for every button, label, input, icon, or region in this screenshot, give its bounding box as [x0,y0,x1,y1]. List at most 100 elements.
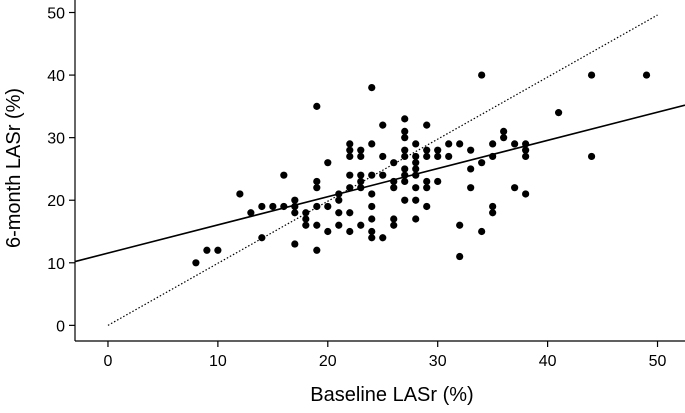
data-point [434,177,442,186]
data-point [368,202,376,211]
data-point [357,171,365,179]
y-tick-label: 20 [47,193,65,210]
data-point [313,202,321,211]
data-point [423,146,431,154]
data-point [313,246,321,254]
data-point [335,190,343,198]
data-point [258,202,266,211]
data-point [357,146,365,154]
data-point [368,140,376,148]
data-point [456,221,464,229]
data-point [401,134,409,142]
data-point [522,140,530,148]
x-tick-label: 40 [539,353,557,370]
x-tick-label: 10 [209,353,227,370]
data-point [500,127,508,135]
data-point [302,215,310,223]
data-point [379,152,387,161]
data-point [192,259,200,267]
x-tick-label: 0 [104,353,113,370]
data-point [642,71,651,79]
data-point [379,171,387,179]
data-point [280,171,288,179]
data-point [412,140,420,148]
plot-area [74,14,685,326]
x-tick-label: 50 [649,353,667,370]
data-point [291,196,299,204]
y-tick-label: 30 [47,131,65,148]
data-point [456,140,464,148]
data-point [467,184,475,192]
data-point [489,202,497,211]
data-point [368,227,376,236]
y-tick-label: 0 [56,318,65,335]
data-point [357,221,365,229]
data-point [357,177,365,186]
data-point [489,152,497,161]
data-point [401,127,409,135]
data-point [247,209,255,217]
data-point [423,121,431,129]
data-point [456,252,464,261]
data-point [390,215,398,223]
x-axis: 0 10 20 30 40 50 [75,340,685,370]
data-point [412,165,420,173]
data-point [335,221,343,229]
data-point [324,202,332,211]
data-point [368,190,376,198]
data-point [291,202,299,211]
x-tick-label: 30 [429,353,447,370]
data-point [203,246,211,254]
regression-line [74,104,685,263]
data-point [302,221,310,229]
data-point [412,196,420,204]
data-point [478,159,486,167]
data-point [423,177,431,186]
data-point [346,171,354,179]
data-point [412,152,420,161]
data-point [587,71,596,79]
data-point [368,171,376,179]
data-point [346,227,354,236]
data-point [357,184,365,192]
data-point [313,221,321,229]
y-axis: 0 10 20 30 40 50 [47,0,76,341]
data-point [390,184,398,192]
data-point [401,152,409,161]
data-point [500,134,508,142]
data-point [412,171,420,179]
data-point [379,121,387,129]
data-point [236,190,244,198]
data-point [511,184,519,192]
data-point [489,140,497,148]
data-point [467,146,475,154]
data-point [346,140,354,148]
data-point [445,140,453,148]
y-tick-label: 50 [47,6,65,23]
data-point [412,215,420,223]
data-point [401,165,409,173]
data-point [522,190,530,198]
identity-line [107,14,658,326]
x-tick-label: 20 [319,353,337,370]
data-point [335,209,343,217]
data-point [390,177,398,186]
data-point [368,83,376,92]
data-point [313,184,321,192]
data-point [445,152,453,161]
data-point [368,215,376,223]
data-point [434,146,442,154]
data-point [368,234,376,242]
data-point [214,246,222,254]
data-point [313,177,321,186]
data-point [346,152,354,161]
data-point [390,221,398,229]
data-point [324,159,332,167]
data-point [555,109,563,117]
data-point [423,202,431,211]
data-point [291,240,299,248]
y-tick-label: 10 [47,256,65,273]
data-point [412,184,420,192]
data-point [390,159,398,167]
